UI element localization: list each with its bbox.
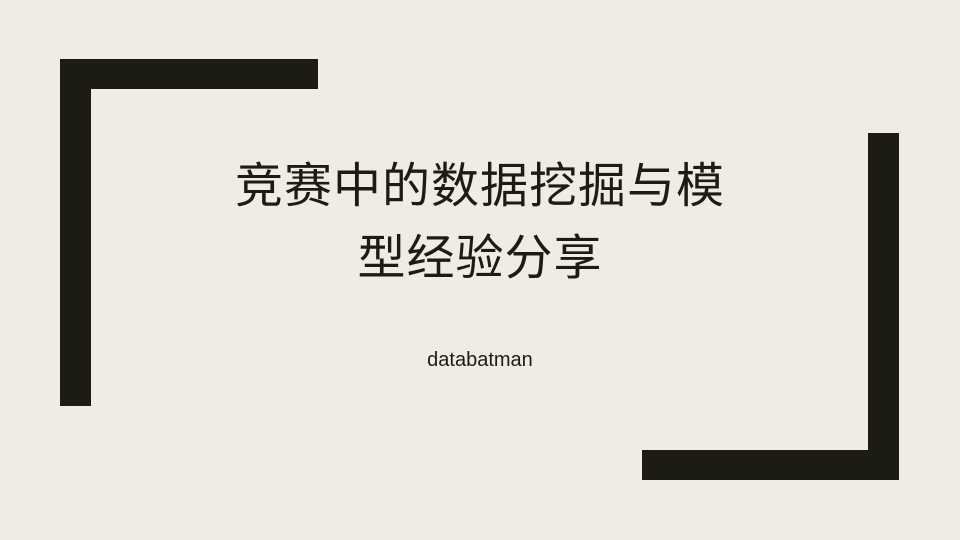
slide-subtitle[interactable]: databatman <box>427 349 533 371</box>
slide-title-line-1: 竞赛中的数据挖掘与模 <box>234 158 725 214</box>
slide-title[interactable]: 竞赛中的数据挖掘与模 型经验分享 <box>150 150 810 294</box>
bottom-right-bracket-vertical <box>868 133 899 480</box>
bottom-right-bracket-horizontal <box>642 450 899 480</box>
top-left-bracket-vertical <box>60 59 91 406</box>
top-left-bracket-horizontal <box>60 59 318 89</box>
slide-title-line-2: 型经验分享 <box>357 230 603 286</box>
